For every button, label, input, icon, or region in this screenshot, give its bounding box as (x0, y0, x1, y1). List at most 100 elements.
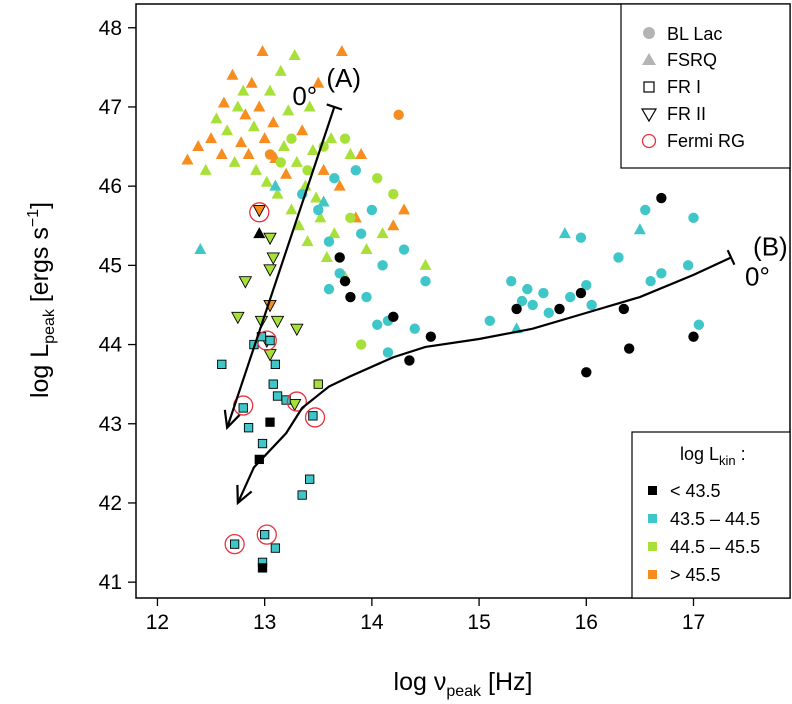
legend-color: log Lkin : < 43.5 43.5 – 44.5 44.5 – 45.… (631, 431, 791, 599)
fr-ii-point (263, 232, 277, 246)
fsrq-point (292, 219, 305, 231)
track-arrowhead (236, 484, 253, 506)
bl-lac-point (366, 204, 378, 216)
fsrq-point (310, 191, 323, 203)
legend-shape: BL Lac FSRQ FR I FR II Fermi RG (620, 3, 791, 169)
legend-entry-fr-ii: FR II (667, 104, 706, 124)
fsrq-point (235, 136, 248, 148)
fsrq-point (285, 203, 298, 215)
bl-lac-point (656, 192, 667, 204)
fsrq-point (256, 45, 269, 57)
x-tick-label: 13 (253, 611, 276, 634)
fsrq-point (558, 227, 571, 239)
bl-lac-point (575, 287, 587, 299)
fr-i-point (270, 543, 281, 553)
fr-i-point (265, 417, 275, 427)
fsrq-point (271, 187, 284, 199)
fermi-rg-ring (256, 524, 277, 545)
model-tracks: (A)0°(B)0° (223, 63, 788, 506)
fsrq-point (376, 227, 389, 239)
fsrq-point (264, 84, 277, 96)
x-axis: 12 13 14 15 16 17 (146, 598, 705, 634)
fsrq-point (194, 243, 207, 255)
bl-lac-point (339, 276, 351, 287)
legend-marker-triangle-down (640, 108, 658, 123)
fsrq-point (398, 203, 411, 215)
bl-lac-point (345, 291, 356, 303)
fr-i-point (272, 391, 283, 401)
legend-entry-fermi-rg: Fermi RG (667, 131, 745, 151)
bl-lac-point (323, 283, 335, 295)
fsrq-point (312, 76, 325, 88)
fsrq-point (355, 147, 368, 159)
fsrq-point (253, 227, 266, 239)
fsrq-point (290, 155, 303, 167)
fermi-rg-ring (249, 202, 270, 223)
fr-i-point (217, 359, 227, 370)
fr-i-point (281, 395, 291, 405)
bl-lac-point (355, 228, 367, 239)
legend-entry-bl-lac: BL Lac (667, 24, 722, 44)
legend-color-title: log Lkin : (680, 444, 746, 468)
legend-marker-triangle (642, 53, 656, 65)
fsrq-point (274, 64, 287, 76)
legend-entry-fr-i: FR I (667, 77, 701, 97)
bl-lac-point (355, 339, 367, 350)
bl-lac-point (656, 268, 667, 279)
bl-lac-point (398, 244, 410, 255)
track-start-bar (326, 103, 343, 111)
y-axis-label: log Lpeak [ergs s−1] (25, 202, 58, 398)
track-a-label: (A) (326, 63, 361, 93)
fsrq-point (192, 140, 205, 152)
bl-lac-point (554, 303, 565, 315)
fsrq-point (267, 116, 280, 128)
fsrq-point (277, 140, 290, 152)
fsrq-point (199, 163, 212, 175)
bl-lac-point (286, 133, 297, 144)
fsrq-point (317, 163, 330, 175)
fsrq-point (344, 147, 357, 159)
bl-lac-point (565, 291, 576, 303)
x-axis-label: log νpeak [Hz] (394, 668, 533, 700)
y-tick-label: 46 (99, 175, 122, 198)
fsrq-point (269, 179, 282, 191)
fsrq-point (217, 96, 230, 108)
bl-lac-point (372, 319, 383, 330)
fsrq-point (231, 100, 244, 112)
bl-lac-point (313, 204, 324, 216)
y-axis: 41 42 43 44 45 46 47 48 (99, 17, 136, 594)
fr-i-point (268, 379, 278, 389)
bl-lac-point (586, 299, 597, 311)
fsrq-point (280, 167, 293, 179)
bl-lac-point (334, 252, 345, 263)
bl-lac-point (688, 331, 699, 342)
fsrq-point (282, 104, 295, 116)
fr-ii-point (263, 349, 277, 362)
legend-color-box (631, 431, 791, 599)
fsrq-point (301, 235, 314, 247)
legend-entry-gt-45-5: > 45.5 (670, 565, 721, 585)
track-line (226, 106, 336, 429)
fr-ii-point (270, 315, 285, 329)
legend-marker-circle (643, 27, 655, 39)
track-start-bar (726, 249, 736, 266)
legend-swatch-black (648, 486, 657, 495)
fr-i-point (254, 454, 264, 465)
fsrq-point (328, 227, 341, 239)
fr-ii-point (252, 204, 267, 218)
track-b-label: (B) (753, 231, 788, 261)
fr-ii-point (238, 276, 253, 289)
bl-lac-point (264, 149, 276, 160)
track-b-angle: 0° (745, 261, 770, 291)
bl-lac-point (613, 252, 624, 263)
bl-lac-point (275, 157, 286, 168)
fsrq-point (303, 100, 316, 112)
bl-lac-point (334, 268, 345, 279)
bl-lac-point (575, 232, 587, 243)
fr-i-point (308, 411, 318, 421)
y-tick-label: 43 (99, 413, 122, 436)
bl-lac-point (511, 303, 522, 315)
bl-lac-point (623, 343, 635, 354)
fsrq-point (317, 195, 330, 207)
bl-lac-point (543, 307, 554, 319)
